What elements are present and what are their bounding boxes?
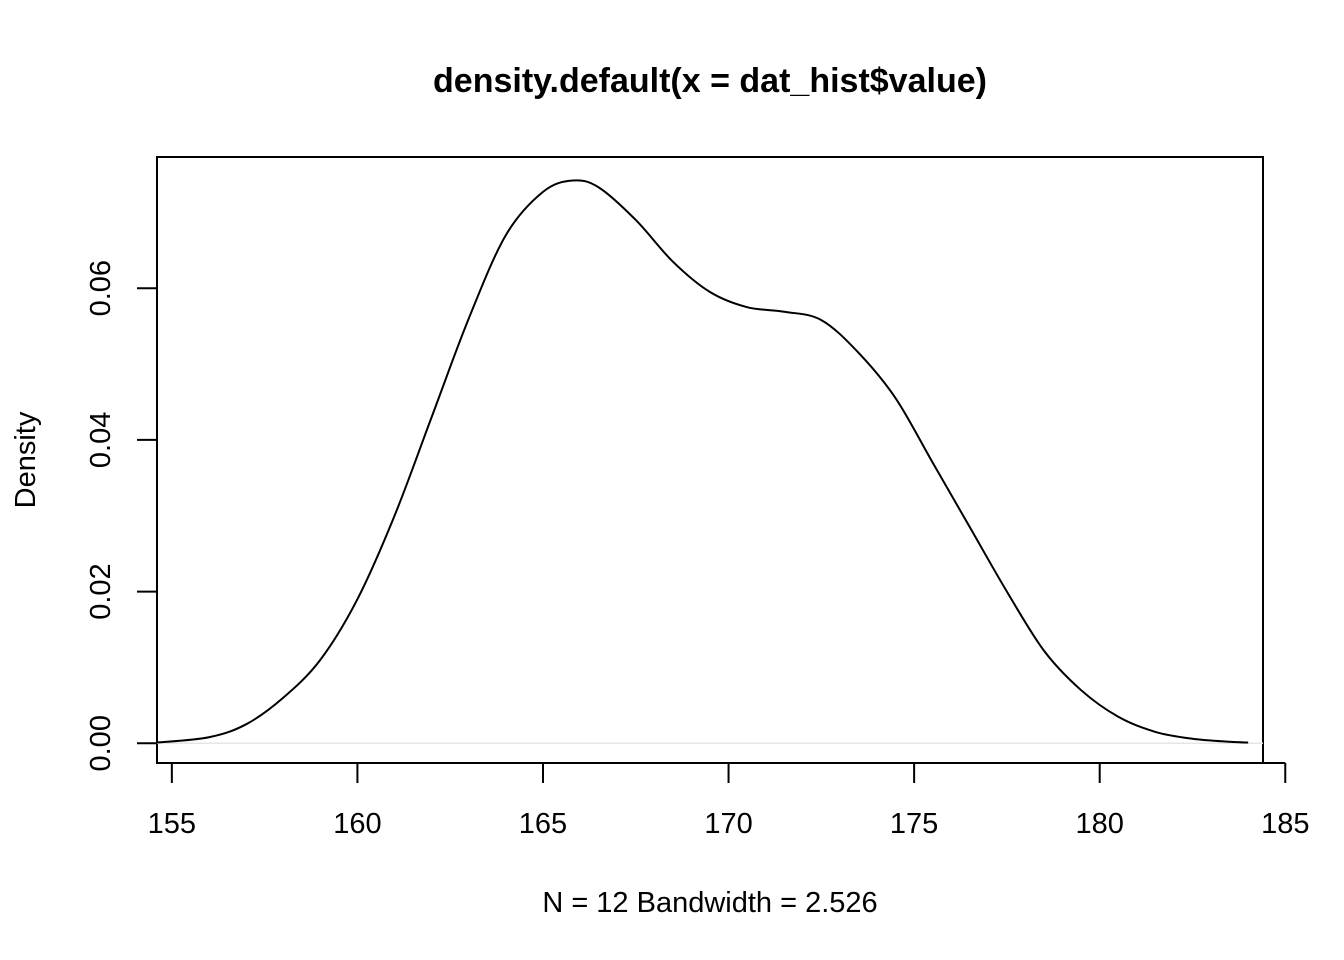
x-tick-label: 175	[890, 808, 938, 840]
chart-title: density.default(x = dat_hist$value)	[433, 62, 987, 100]
y-tick-label: 0.00	[85, 715, 117, 771]
y-tick-label: 0.06	[85, 260, 117, 316]
x-tick-label: 180	[1076, 808, 1124, 840]
y-tick-label: 0.02	[85, 563, 117, 619]
y-axis-label: Density	[10, 411, 42, 508]
x-tick-label: 155	[148, 808, 196, 840]
x-tick-label: 185	[1261, 808, 1309, 840]
x-tick-label: 160	[333, 808, 381, 840]
x-tick-label: 170	[704, 808, 752, 840]
density-curve	[156, 179, 1249, 744]
x-tick-label: 165	[519, 808, 567, 840]
x-axis: 155 160 165 170 175 180 185	[148, 762, 1309, 840]
x-axis-label: N = 12 Bandwidth = 2.526	[542, 887, 877, 919]
plot-frame	[156, 156, 1264, 764]
y-axis: 0.00 0.02 0.04 0.06	[85, 260, 158, 772]
y-tick-label: 0.04	[85, 412, 117, 468]
